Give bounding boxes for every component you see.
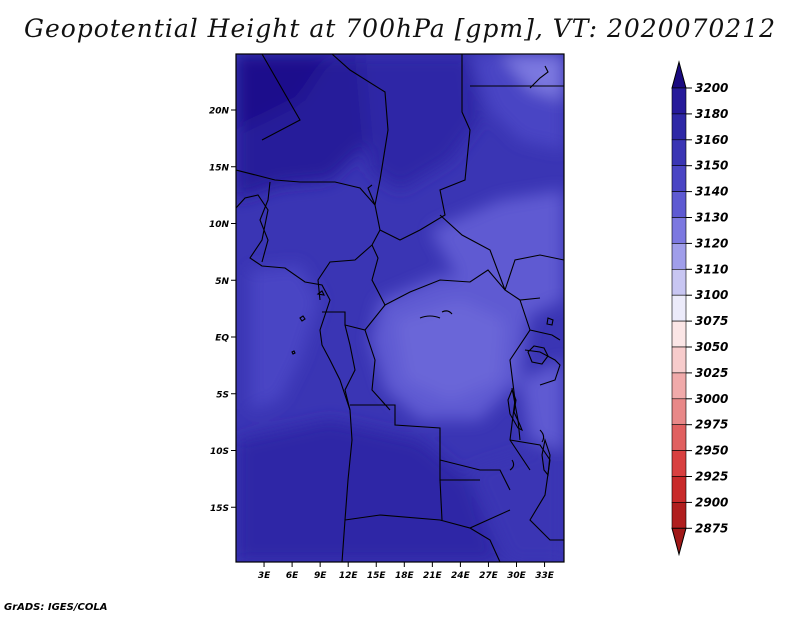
lon-tick-label: 21E — [423, 571, 443, 581]
colorbar-swatch — [671, 113, 687, 141]
lon-tick-label: 15E — [367, 571, 387, 581]
colorbar-swatch — [671, 320, 687, 348]
colorbar-label: 3025 — [695, 366, 728, 380]
colorbar-label: 2950 — [695, 444, 728, 458]
colorbar-swatch — [671, 217, 687, 244]
colorbar-swatch — [671, 450, 687, 477]
colorbar-label: 3160 — [695, 133, 728, 147]
lat-tick-label: 15S — [210, 504, 229, 514]
lon-tick-label: 12E — [339, 571, 359, 581]
colorbar-swatch — [671, 268, 687, 296]
colorbar-label: 3130 — [695, 211, 728, 225]
colorbar: 3200 3180 3160 3150 3140 3130 3120 3110 3100 3075… — [671, 60, 728, 557]
colorbar-swatch — [671, 243, 687, 270]
map-frame — [235, 53, 565, 563]
colorbar-swatch — [671, 87, 687, 115]
lat-tick-label: 10N — [209, 220, 230, 230]
lat-tick-label: EQ — [215, 334, 229, 344]
colorbar-label: 3075 — [695, 314, 728, 328]
colorbar-label: 2925 — [695, 470, 728, 484]
colorbar-swatch — [671, 372, 687, 400]
lat-tick-label: 5N — [215, 277, 229, 287]
lat-tick-label: 10S — [210, 447, 229, 457]
colorbar-label: 2900 — [695, 495, 728, 509]
colorbar-label: 3150 — [695, 159, 728, 173]
lon-tick-label: 30E — [507, 571, 527, 581]
lon-tick-label: 6E — [286, 571, 299, 581]
lat-tick-label: 5S — [216, 390, 229, 400]
latitude-axis: 20N 15N 10N 5N EQ 5S 10S 15S — [209, 107, 236, 514]
colorbar-swatch — [671, 346, 687, 374]
lon-tick-label: 18E — [395, 571, 415, 581]
colorbar-swatch — [671, 424, 687, 451]
colorbar-label: 3180 — [695, 107, 728, 121]
colorbar-top-arrow — [671, 60, 687, 89]
colorbar-label: 3120 — [695, 236, 728, 250]
colorbar-swatch — [671, 398, 687, 425]
map-field — [236, 54, 564, 562]
colorbar-label: 3200 — [695, 81, 728, 95]
map-title: Geopotential Height at 700hPa [gpm], VT:… — [23, 14, 777, 43]
lon-tick-label: 27E — [479, 571, 499, 581]
lon-tick-label: 24E — [451, 571, 471, 581]
grads-credit: GrADS: IGES/COLA — [4, 602, 108, 613]
colorbar-swatch — [671, 502, 687, 529]
colorbar-label: 3050 — [695, 340, 728, 354]
lon-tick-label: 3E — [258, 571, 271, 581]
colorbar-swatch — [671, 294, 687, 322]
colorbar-swatch — [671, 165, 687, 192]
colorbar-label: 3000 — [695, 392, 728, 406]
colorbar-label: 2875 — [695, 521, 728, 535]
longitude-axis: 3E 6E 9E 12E 15E 18E 21E 24E 27E 30E 33E — [258, 562, 555, 581]
colorbar-label: 3140 — [695, 185, 728, 199]
colorbar-bottom-arrow — [671, 527, 687, 557]
colorbar-label: 3110 — [695, 262, 728, 276]
colorbar-label: 2975 — [695, 418, 728, 432]
lon-tick-label: 9E — [314, 571, 327, 581]
colorbar-label: 3100 — [695, 288, 728, 302]
colorbar-swatch — [671, 191, 687, 218]
lat-tick-label: 20N — [209, 107, 230, 117]
lon-tick-label: 33E — [535, 571, 555, 581]
colorbar-swatch — [671, 139, 687, 167]
colorbar-swatch — [671, 476, 687, 503]
lat-tick-label: 15N — [209, 163, 230, 173]
